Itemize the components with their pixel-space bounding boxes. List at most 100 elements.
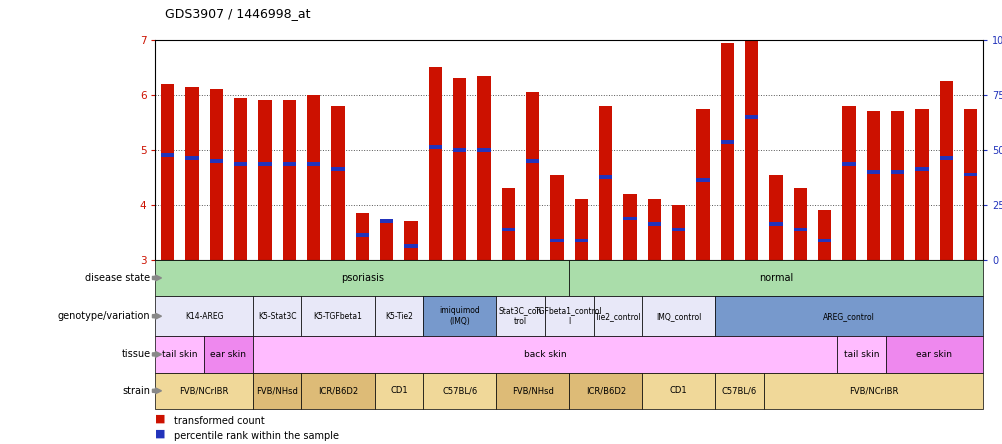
Bar xyxy=(769,222,782,226)
Bar xyxy=(501,188,515,260)
Text: ear skin: ear skin xyxy=(916,350,951,359)
Text: IMQ_control: IMQ_control xyxy=(655,312,700,321)
Bar xyxy=(185,87,198,260)
Bar xyxy=(356,233,369,237)
Bar xyxy=(939,81,952,260)
Bar xyxy=(283,162,296,166)
Bar xyxy=(331,106,345,260)
Bar xyxy=(598,106,612,260)
Text: tail skin: tail skin xyxy=(162,350,197,359)
Bar xyxy=(501,228,515,231)
Bar xyxy=(259,100,272,260)
Bar xyxy=(647,199,660,260)
Text: FVB/NCrIBR: FVB/NCrIBR xyxy=(179,386,228,395)
Text: ■: ■ xyxy=(155,413,165,424)
Bar xyxy=(842,106,855,260)
Text: transformed count: transformed count xyxy=(173,416,264,426)
Text: ICR/B6D2: ICR/B6D2 xyxy=(585,386,625,395)
Text: Tie2_control: Tie2_control xyxy=(594,312,640,321)
Bar xyxy=(720,140,733,143)
Bar xyxy=(793,228,807,231)
Bar xyxy=(818,210,831,260)
Bar xyxy=(209,89,222,260)
Text: GDS3907 / 1446998_at: GDS3907 / 1446998_at xyxy=(165,7,311,20)
Text: CD1: CD1 xyxy=(390,386,407,395)
Bar xyxy=(671,228,684,231)
Bar xyxy=(404,244,417,248)
Text: percentile rank within the sample: percentile rank within the sample xyxy=(173,431,339,441)
Bar xyxy=(404,221,417,260)
Bar xyxy=(842,162,855,166)
Bar xyxy=(477,75,490,260)
Text: K14-AREG: K14-AREG xyxy=(184,312,223,321)
Bar xyxy=(453,79,466,260)
Bar xyxy=(428,145,442,149)
Bar xyxy=(963,173,977,177)
Bar xyxy=(307,95,320,260)
Bar xyxy=(233,162,247,166)
Text: normal: normal xyxy=(759,273,793,283)
Bar xyxy=(818,238,831,242)
Bar xyxy=(866,111,879,260)
Text: ICR/B6D2: ICR/B6D2 xyxy=(318,386,358,395)
Bar xyxy=(622,217,636,221)
Bar xyxy=(550,238,563,242)
Bar xyxy=(744,115,758,119)
Text: tissue: tissue xyxy=(121,349,150,359)
Bar xyxy=(769,174,782,260)
Bar xyxy=(233,98,247,260)
Text: CD1: CD1 xyxy=(669,386,686,395)
Bar xyxy=(525,159,539,163)
Text: disease state: disease state xyxy=(85,273,150,283)
Bar xyxy=(963,109,977,260)
Bar xyxy=(915,109,928,260)
Bar xyxy=(307,162,320,166)
Bar xyxy=(477,148,490,152)
Bar xyxy=(331,167,345,171)
Text: Stat3C_con
trol: Stat3C_con trol xyxy=(498,306,542,326)
Text: TGFbeta1_control
l: TGFbeta1_control l xyxy=(535,306,602,326)
Bar xyxy=(695,178,709,182)
Bar xyxy=(695,109,709,260)
Text: FVB/NHsd: FVB/NHsd xyxy=(256,386,298,395)
Bar xyxy=(574,238,587,242)
Text: psoriasis: psoriasis xyxy=(341,273,384,283)
Text: tail skin: tail skin xyxy=(843,350,878,359)
Bar xyxy=(915,167,928,171)
Bar xyxy=(356,213,369,260)
Bar xyxy=(160,84,174,260)
Bar xyxy=(160,154,174,157)
Text: K5-Tie2: K5-Tie2 xyxy=(385,312,413,321)
Bar xyxy=(380,218,393,260)
Bar xyxy=(671,205,684,260)
Bar xyxy=(890,111,904,260)
Bar xyxy=(283,100,296,260)
Bar xyxy=(793,188,807,260)
Bar xyxy=(598,175,612,179)
Bar xyxy=(939,156,952,160)
Text: FVB/NHsd: FVB/NHsd xyxy=(511,386,553,395)
Bar xyxy=(744,37,758,260)
Bar xyxy=(259,162,272,166)
Text: K5-TGFbeta1: K5-TGFbeta1 xyxy=(314,312,362,321)
Bar xyxy=(525,92,539,260)
Bar xyxy=(574,199,587,260)
Bar xyxy=(550,174,563,260)
Bar xyxy=(720,43,733,260)
Text: C57BL/6: C57BL/6 xyxy=(721,386,757,395)
Text: genotype/variation: genotype/variation xyxy=(58,311,150,321)
Text: K5-Stat3C: K5-Stat3C xyxy=(258,312,297,321)
Bar xyxy=(866,170,879,174)
Bar xyxy=(622,194,636,260)
Text: ear skin: ear skin xyxy=(210,350,246,359)
Text: FVB/NCrIBR: FVB/NCrIBR xyxy=(848,386,897,395)
Bar xyxy=(380,219,393,223)
Bar xyxy=(185,156,198,160)
Bar xyxy=(209,159,222,163)
Bar xyxy=(890,170,904,174)
Bar xyxy=(453,148,466,152)
Text: ■: ■ xyxy=(155,429,165,439)
Text: C57BL/6: C57BL/6 xyxy=(442,386,477,395)
Text: imiquimod
(IMQ): imiquimod (IMQ) xyxy=(439,306,480,326)
Text: strain: strain xyxy=(122,386,150,396)
